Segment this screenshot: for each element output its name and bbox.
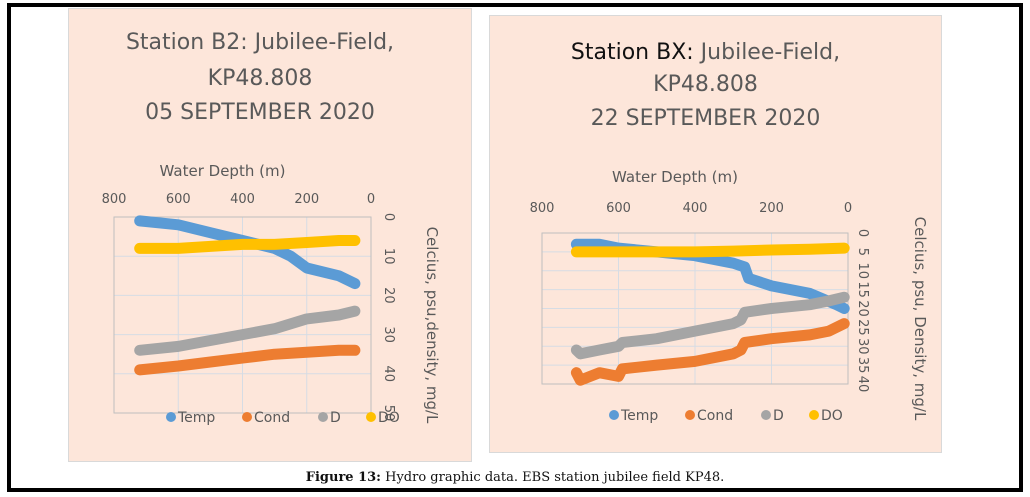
y-tick-label: 0	[381, 213, 396, 221]
legend-label-cond: Cond	[254, 410, 290, 426]
x-tick-label: 400	[230, 192, 255, 207]
caption-label: Figure 13:	[305, 470, 381, 485]
legend-label-cond: Cond	[697, 408, 733, 424]
y-axis-title: Celcius, psu,density, mg/L	[423, 227, 441, 424]
series-line-d	[134, 305, 361, 356]
x-tick-label: 200	[759, 201, 784, 216]
x-tick-label: 0	[844, 201, 852, 216]
series-line-cond	[134, 344, 361, 376]
plot-area	[113, 216, 372, 414]
figure-bottom-border	[7, 488, 1023, 492]
x-axis-title: Water Depth (m)	[160, 162, 286, 180]
series-line-do	[570, 242, 850, 258]
x-tick-label: 600	[166, 192, 191, 207]
y-tick-label: 40	[855, 376, 870, 393]
legend-label-d: D	[773, 408, 784, 424]
y-tick-label: 10	[855, 262, 870, 279]
legend-marker-temp	[609, 410, 619, 420]
legend-marker-cond	[685, 410, 695, 420]
figure-caption: Figure 13: Hydro graphic data. EBS stati…	[0, 470, 1030, 485]
legend-marker-cond	[242, 412, 252, 422]
chart-svg: Station BX: Jubilee-Field, KP48.808 22 SEP…	[530, 40, 929, 424]
chart-svg: Station B2: Jubilee-Field, KP48.808 05 SEP…	[102, 30, 441, 426]
series-line-cond	[570, 318, 850, 386]
legend-label-do: DO	[821, 408, 843, 424]
chart-title-line: KP48.808	[208, 66, 313, 91]
legend-label-d: D	[330, 410, 341, 426]
legend-marker-d	[318, 412, 328, 422]
x-tick-label: 0	[367, 192, 375, 207]
y-tick-label: 15	[855, 281, 870, 298]
legend-marker-d	[761, 410, 771, 420]
legend-marker-do	[366, 412, 376, 422]
legend-label-do: DO	[378, 410, 400, 426]
y-tick-label: 40	[381, 366, 396, 383]
y-tick-label: 50	[381, 405, 396, 422]
y-tick-label: 30	[381, 326, 396, 343]
chart-title-line: KP48.808	[653, 72, 758, 97]
y-tick-label: 20	[381, 287, 396, 304]
chart-title-line: Station BX: Jubilee-Field,	[571, 40, 840, 65]
chart-title-line: 22 SEPTEMBER 2020	[591, 106, 821, 131]
chart-panel-station-b2: Station B2: Jubilee-Field, KP48.808 05 SEP…	[68, 8, 472, 462]
y-axis-title: Celcius, psu, Density, mg/L	[911, 217, 929, 421]
legend-marker-temp	[166, 412, 176, 422]
chart-title-field: Jubilee-Field,	[694, 40, 840, 65]
chart-title-line: 05 SEPTEMBER 2020	[145, 100, 375, 125]
y-tick-label: 20	[855, 300, 870, 317]
chart-title-line: Station B2: Jubilee-Field,	[126, 30, 394, 55]
y-tick-label: 10	[381, 248, 396, 265]
x-axis-title: Water Depth (m)	[612, 168, 738, 186]
legend-label-temp: Temp	[620, 408, 658, 424]
y-tick-label: 25	[855, 319, 870, 336]
x-tick-label: 800	[530, 201, 555, 216]
x-tick-label: 200	[294, 192, 319, 207]
x-tick-label: 600	[606, 201, 631, 216]
y-tick-label: 30	[855, 338, 870, 355]
x-tick-label: 800	[102, 192, 127, 207]
y-tick-label: 35	[855, 357, 870, 374]
series-line-do	[134, 235, 361, 254]
y-tick-label: 0	[855, 229, 870, 237]
series-line-d	[570, 291, 850, 360]
chart-panel-station-bx: Station BX: Jubilee-Field, KP48.808 22 SEP…	[489, 15, 942, 453]
x-tick-label: 400	[683, 201, 708, 216]
legend-label-temp: Temp	[177, 410, 215, 426]
chart-title-station: Station BX:	[571, 40, 694, 65]
caption-text: Hydro graphic data. EBS station jubilee …	[380, 470, 725, 485]
legend-marker-do	[809, 410, 819, 420]
y-tick-label: 5	[855, 248, 870, 256]
